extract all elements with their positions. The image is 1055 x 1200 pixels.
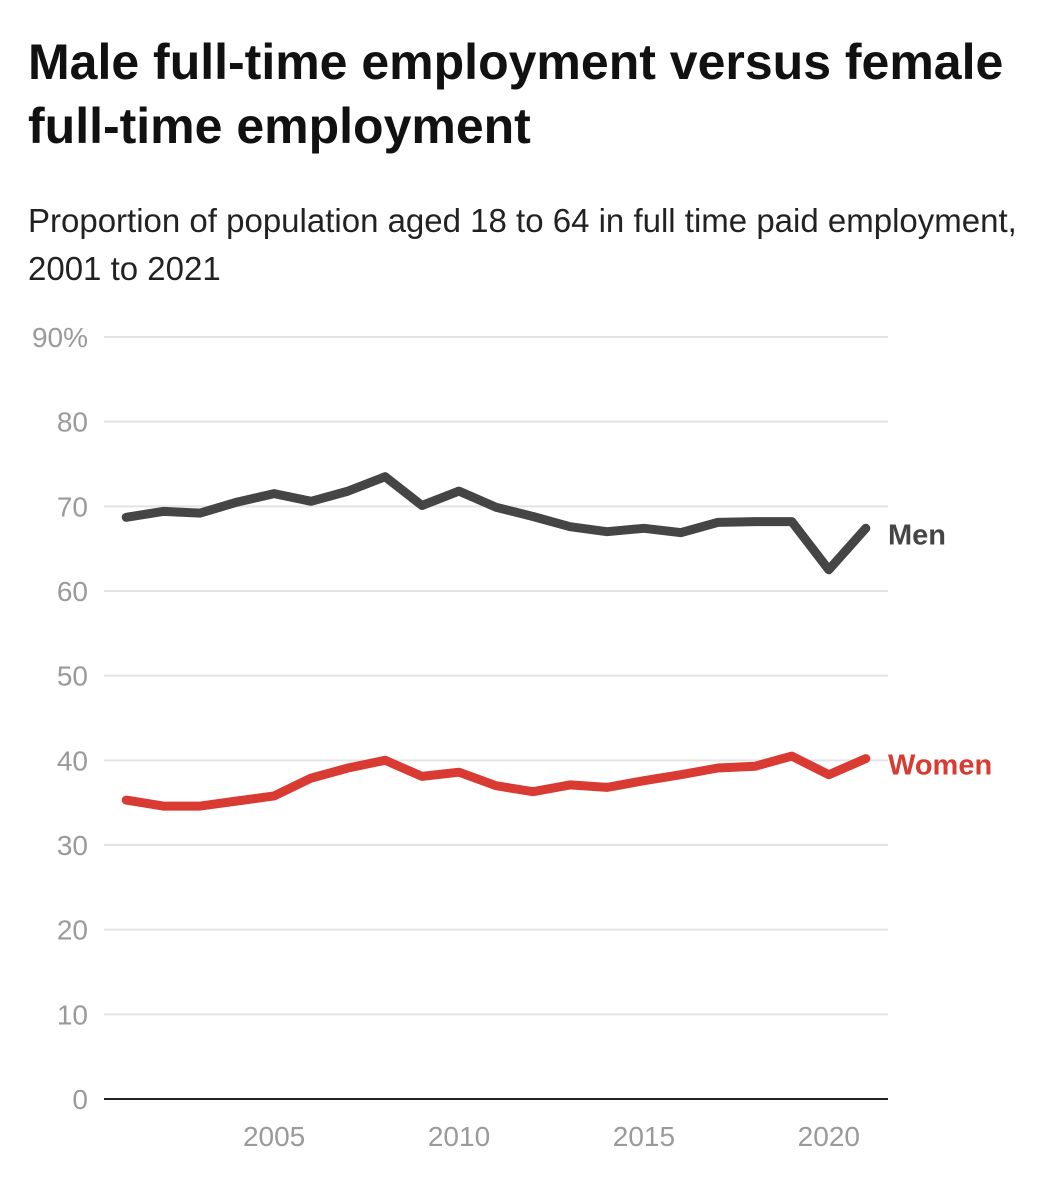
gridlines [104, 336, 888, 1016]
series-line-men [121, 472, 871, 575]
y-tick-label: 60 [57, 576, 88, 607]
x-tick-label: 2005 [243, 1121, 305, 1152]
y-tick-label: 40 [57, 745, 88, 776]
y-tick-label: 30 [57, 830, 88, 861]
chart-subtitle: Proportion of population aged 18 to 64 i… [28, 202, 1017, 287]
x-tick-label: 2015 [613, 1121, 675, 1152]
series-labels: Men Women [888, 519, 992, 781]
series-lines [121, 472, 871, 811]
y-tick-label: 80 [57, 407, 88, 438]
x-tick-label: 2020 [798, 1121, 860, 1152]
y-axis-tick-labels: 0 10 20 30 40 50 60 70 80 90% [32, 322, 88, 1115]
x-tick-label: 2010 [428, 1121, 490, 1152]
x-axis-tick-labels: 2005 2010 2015 2020 [243, 1121, 860, 1152]
y-tick-label: 50 [57, 661, 88, 692]
series-label-women: Women [888, 750, 992, 782]
series-line-women [121, 751, 871, 811]
series-label-men: Men [888, 519, 946, 551]
y-tick-label: 20 [57, 915, 88, 946]
y-tick-label: 90% [32, 322, 88, 353]
y-tick-label: 0 [72, 1084, 88, 1115]
chart-title: Male full-time employment versus female … [28, 34, 1004, 154]
y-tick-label: 70 [57, 491, 88, 522]
y-tick-label: 10 [57, 999, 88, 1030]
